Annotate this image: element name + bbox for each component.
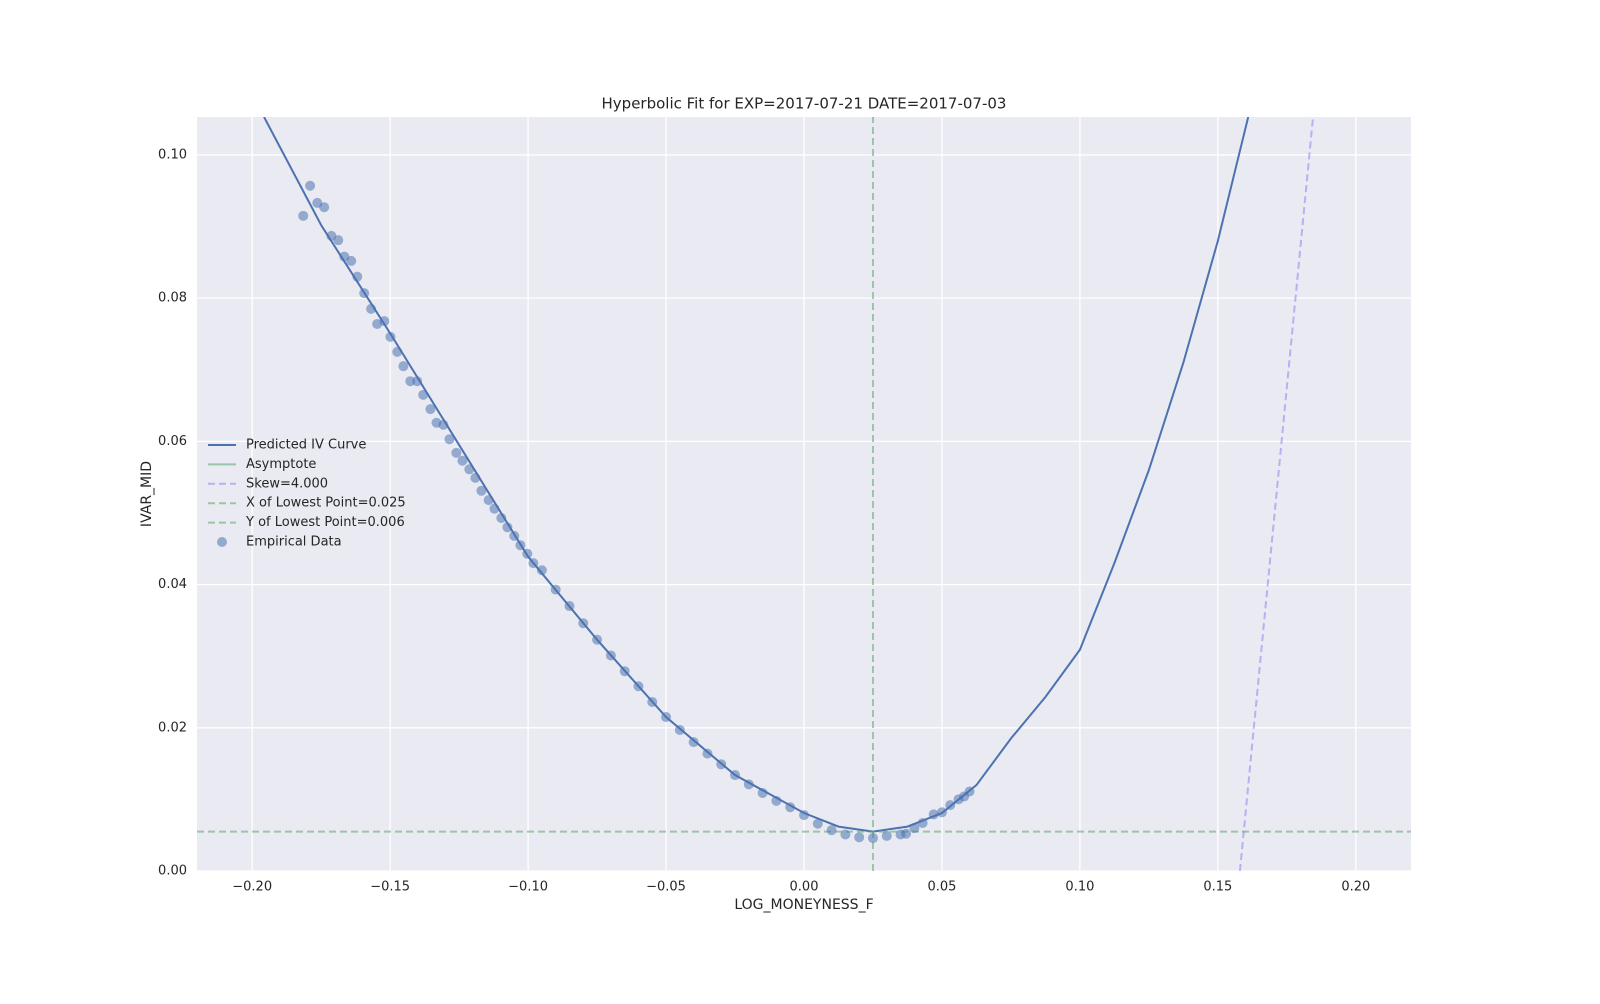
data-point	[509, 530, 520, 541]
data-point	[333, 235, 344, 246]
data-point	[451, 447, 462, 458]
data-point	[936, 807, 947, 818]
legend-label: Skew=4.000	[246, 476, 328, 491]
data-point	[702, 748, 713, 759]
data-point	[688, 737, 699, 748]
data-point	[346, 255, 357, 266]
data-point	[470, 472, 481, 483]
data-point	[550, 584, 561, 595]
data-point	[528, 558, 539, 569]
data-point	[730, 770, 741, 781]
data-point	[366, 303, 377, 314]
y-tick-label: 0.08	[158, 291, 187, 306]
legend-label: Predicted IV Curve	[246, 438, 366, 453]
data-point	[564, 601, 575, 612]
data-point	[464, 464, 475, 475]
legend-label: Y of Lowest Point=0.006	[245, 515, 405, 530]
series-line	[263, 117, 1250, 833]
legend: Predicted IV Curve Asymptote Skew=4.000 X o…	[208, 438, 406, 550]
data-point	[352, 271, 363, 282]
data-point	[425, 404, 436, 415]
data-point	[305, 180, 316, 191]
data-point	[743, 779, 754, 790]
data-point	[909, 823, 920, 834]
x-tick-label: −0.05	[646, 880, 686, 895]
data-point	[771, 795, 782, 806]
data-point	[619, 666, 630, 677]
data-point	[928, 809, 939, 820]
data-point	[379, 316, 390, 327]
y-tick-label: 0.04	[158, 577, 187, 592]
series-line	[1238, 117, 1315, 871]
y-tick-label: 0.00	[158, 864, 187, 879]
data-point	[476, 485, 487, 496]
legend-label: Asymptote	[246, 457, 316, 472]
data-point	[867, 833, 878, 844]
data-point	[515, 540, 526, 551]
data-point	[917, 818, 928, 829]
data-point	[826, 825, 837, 836]
data-point	[945, 800, 956, 811]
x-tick-label: −0.15	[370, 880, 410, 895]
x-axis-label: LOG_MONEYNESS_F	[734, 897, 873, 913]
data-point	[661, 712, 672, 723]
legend-label: X of Lowest Point=0.025	[246, 496, 406, 511]
data-point	[901, 828, 912, 839]
data-point	[496, 512, 507, 523]
x-tick-label: 0.10	[1065, 880, 1094, 895]
data-point	[578, 618, 589, 629]
marks	[197, 117, 1411, 871]
data-point	[502, 522, 513, 533]
data-point	[964, 786, 975, 797]
data-point	[812, 818, 823, 829]
x-tick-label: 0.15	[1203, 880, 1232, 895]
y-tick-label: 0.02	[158, 720, 187, 735]
data-point	[854, 832, 865, 843]
data-point	[799, 810, 809, 821]
data-point	[298, 210, 309, 221]
x-tick-label: 0.20	[1341, 880, 1370, 895]
data-point	[716, 759, 727, 770]
y-tick-label: 0.10	[158, 147, 187, 162]
chart-title: Hyperbolic Fit for EXP=2017-07-21 DATE=2…	[602, 95, 1007, 113]
data-point	[457, 455, 468, 466]
data-point	[483, 495, 494, 506]
y-axis-label: IVAR_MID	[139, 461, 155, 527]
data-point	[647, 697, 658, 708]
data-point	[592, 634, 603, 645]
x-tick-label: 0.05	[927, 880, 956, 895]
data-point	[605, 650, 616, 661]
data-point	[392, 346, 403, 357]
data-point	[536, 565, 547, 576]
legend-label: Empirical Data	[246, 535, 342, 550]
data-point	[522, 548, 533, 559]
data-point	[405, 376, 416, 387]
data-point	[412, 376, 423, 387]
data-point	[489, 503, 500, 514]
x-tick-label: 0.00	[790, 880, 819, 895]
data-point	[444, 434, 455, 445]
data-point	[359, 288, 370, 299]
data-point	[881, 830, 892, 841]
data-point	[674, 724, 685, 735]
y-tick-label: 0.06	[158, 434, 187, 449]
data-point	[319, 202, 330, 213]
legend-swatch	[217, 537, 227, 547]
data-point	[757, 787, 768, 798]
x-tick-label: −0.20	[232, 880, 272, 895]
data-point	[840, 829, 851, 840]
data-point	[785, 802, 796, 813]
data-point	[418, 389, 429, 400]
data-point	[438, 419, 449, 430]
data-point	[398, 361, 409, 372]
data-point	[633, 681, 644, 692]
x-tick-label: −0.10	[508, 880, 548, 895]
data-point	[385, 331, 396, 342]
